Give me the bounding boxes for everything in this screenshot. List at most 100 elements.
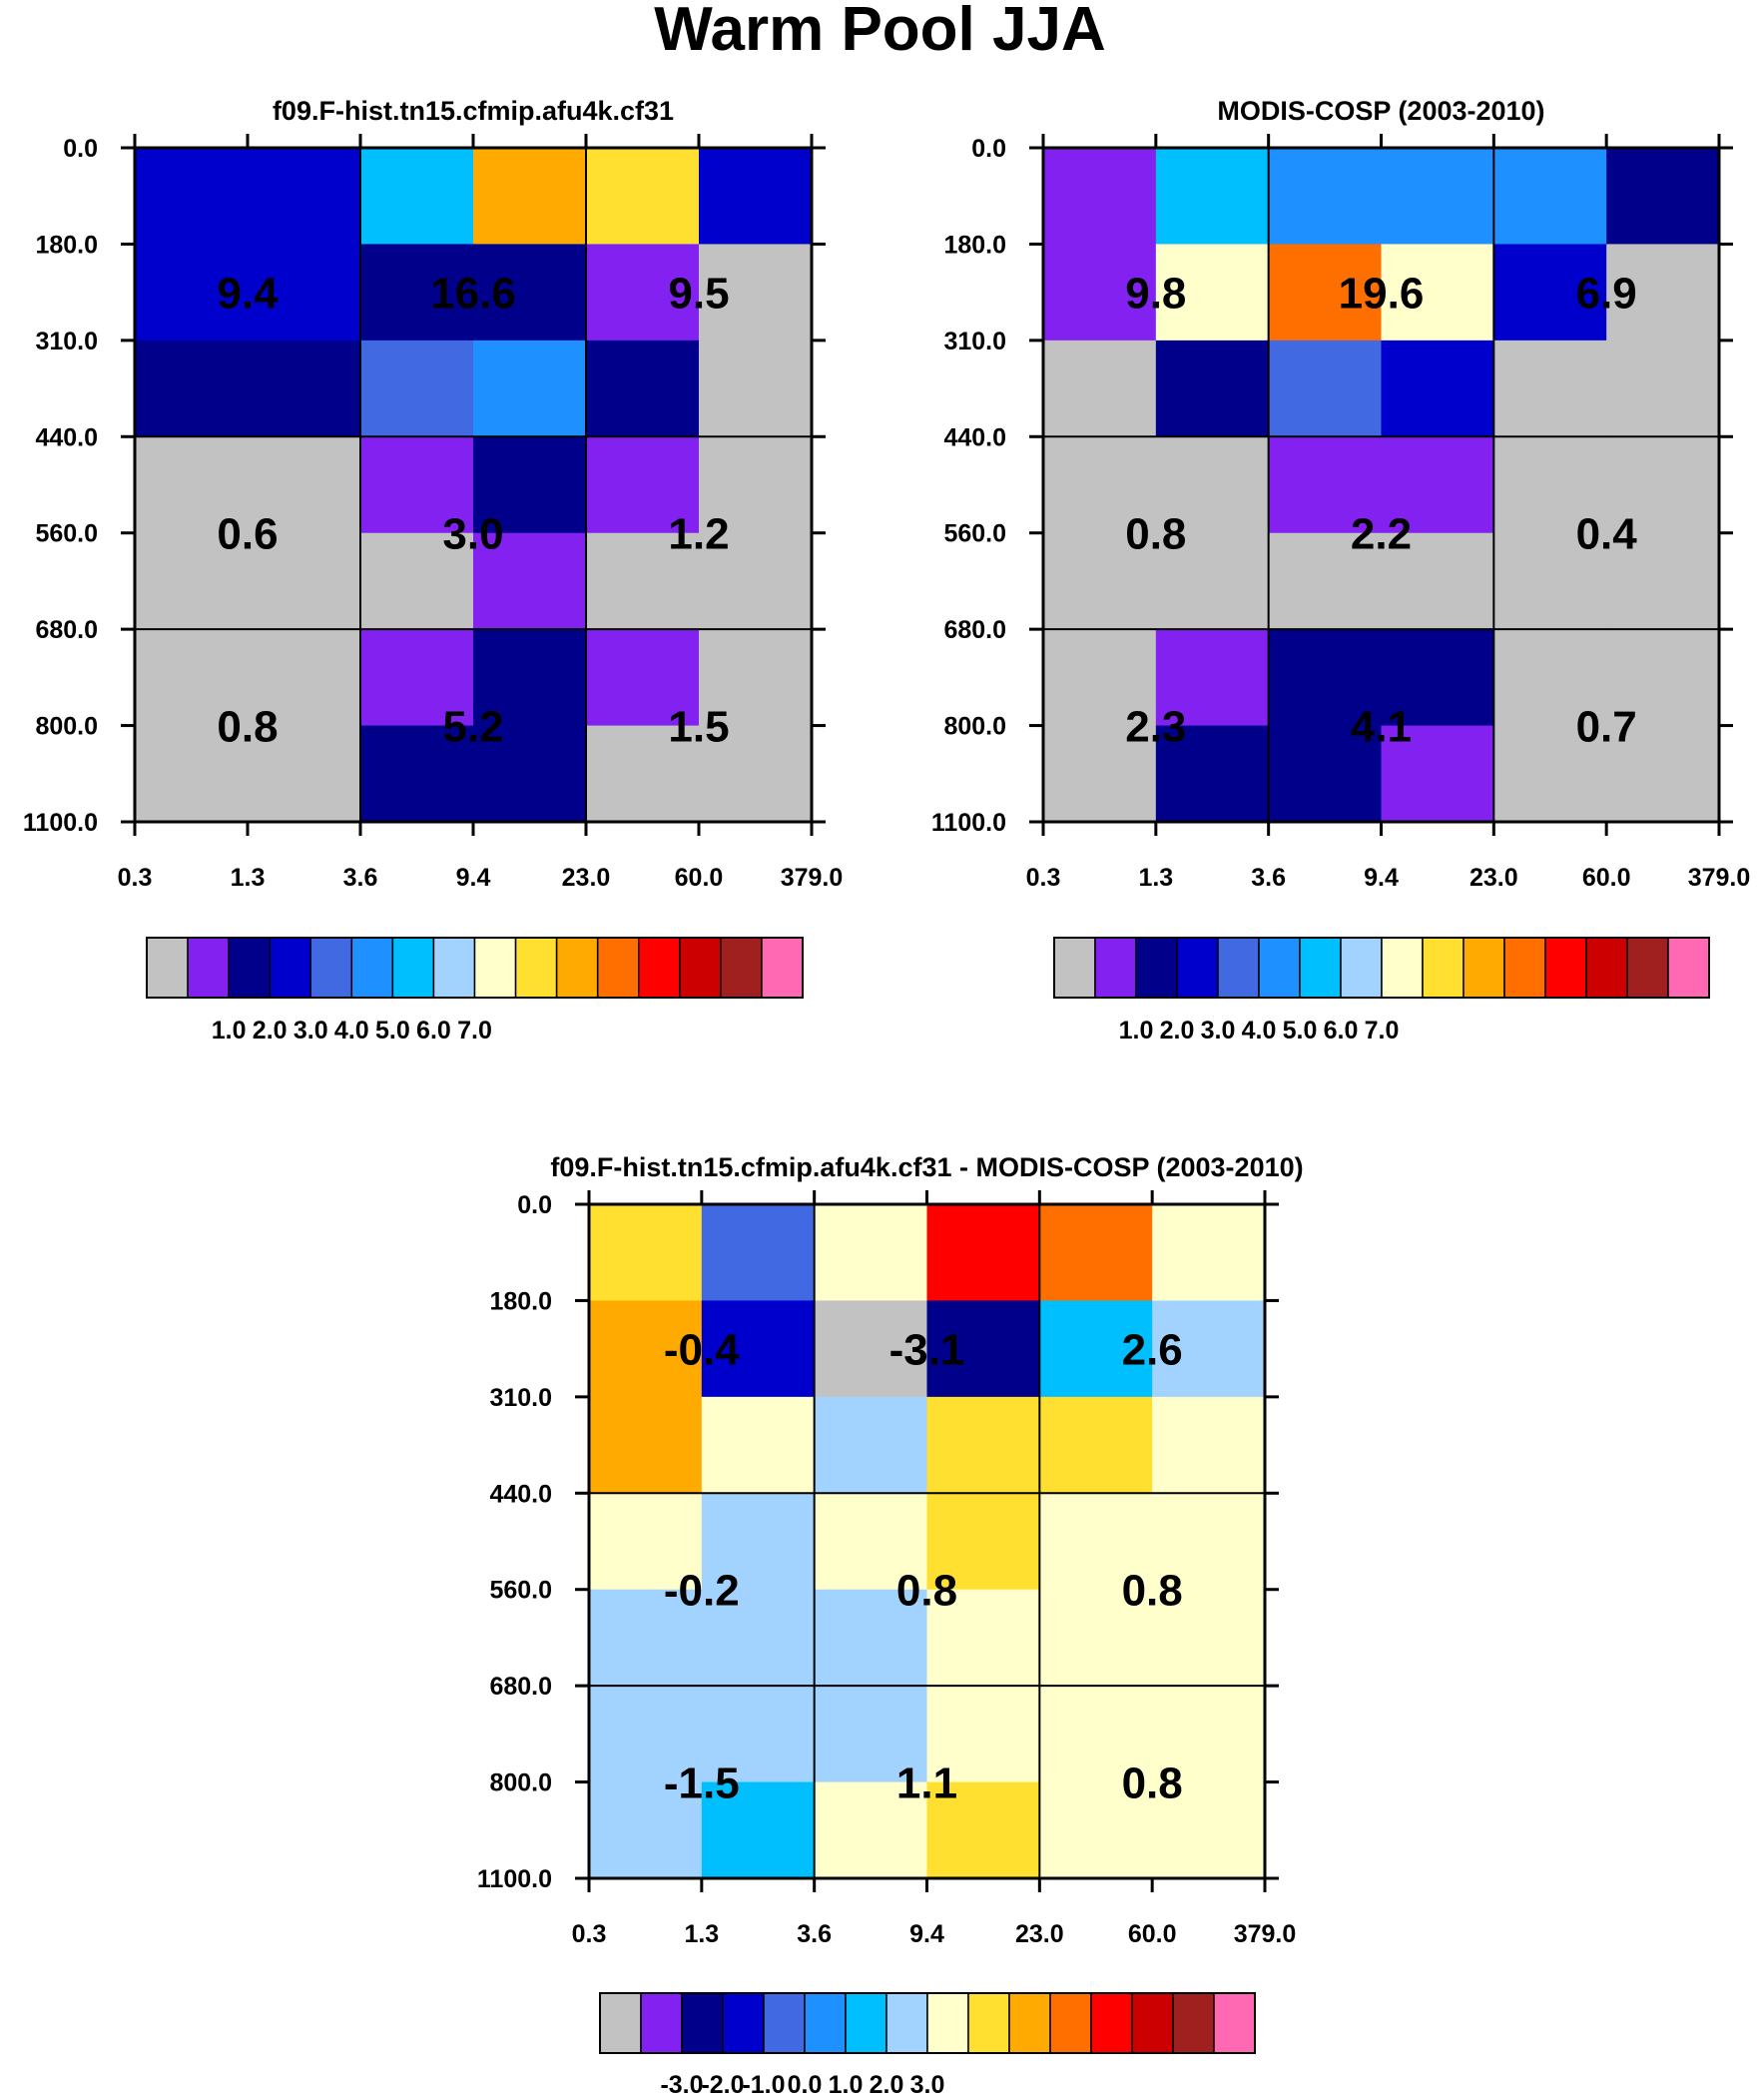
colorbar-swatch [1217, 937, 1260, 999]
x-tick-label: 1.3 [1138, 864, 1173, 892]
heatmap-cell [1606, 148, 1720, 246]
colorbar-swatch [432, 937, 476, 999]
colorbar-frame [599, 1992, 1256, 2054]
page-title: Warm Pool JJA [654, 0, 1106, 64]
box-value-label: 9.8 [1125, 270, 1186, 319]
heatmap-cell [1155, 629, 1270, 727]
colorbar-swatch [1422, 937, 1465, 999]
heatmap-cell [473, 532, 587, 630]
colorbar-swatch [1053, 937, 1096, 999]
heatmap-panel-1: f09.F-hist.tn15.cfmip.afu4k.cf31 0.0 180.0… [23, 96, 843, 1045]
heatmap-cell [1152, 1300, 1266, 1398]
heatmap-cell [1381, 436, 1494, 534]
box-value-label: 9.4 [217, 270, 279, 319]
colorbar-label: -2.0 [701, 2071, 744, 2099]
heatmap-cell [248, 532, 361, 630]
box-value-label: 9.5 [668, 270, 729, 319]
colorbar-swatch [1094, 937, 1137, 999]
colorbar-swatch [599, 1992, 642, 2054]
heatmap-cell [926, 1781, 1040, 1879]
heatmap-cell [1268, 629, 1383, 727]
y-tick-label: 180.0 [35, 231, 98, 259]
colorbar-swatch [514, 937, 558, 999]
heatmap-cell [135, 532, 249, 630]
heatmap-cell [1039, 1781, 1153, 1879]
colorbar-swatch [1049, 1992, 1092, 2054]
colorbar-label: 0.0 [788, 2071, 823, 2099]
box-value-label: 0.7 [1576, 703, 1637, 752]
heatmap-cell [586, 629, 700, 727]
colorbar-label: 4.0 [334, 1017, 369, 1045]
heatmap-cell [135, 725, 249, 823]
heatmap-cell [699, 629, 813, 727]
heatmap-cell [1493, 629, 1607, 727]
x-tick-label: 23.0 [1469, 864, 1518, 892]
box-value-label: 1.1 [896, 1759, 957, 1808]
x-tick-label: 3.6 [797, 1920, 832, 1948]
heatmap-cell [589, 1686, 703, 1783]
colorbar-label: -1.0 [742, 2071, 785, 2099]
heatmap-cell [1152, 1204, 1266, 1302]
heatmap-cell [360, 725, 474, 823]
colorbar: 1.0 2.0 3.0 4.0 5.0 6.0 7.0 [1053, 937, 1710, 1045]
y-tick-label: 0.0 [517, 1191, 552, 1219]
heatmap-cell [926, 1204, 1040, 1302]
colorbar-swatch [1463, 937, 1505, 999]
heatmap-cell [135, 340, 249, 437]
heatmap-cell [1152, 1686, 1266, 1783]
x-tick-label: 0.3 [572, 1920, 607, 1948]
box-value-label: -0.4 [664, 1326, 740, 1375]
heatmap-cell [473, 244, 587, 342]
box-value-label: -0.2 [664, 1567, 740, 1616]
heatmap-cell [814, 1589, 928, 1687]
colorbar-label: 2.0 [870, 2071, 904, 2099]
heatmap-cell [701, 1396, 816, 1494]
colorbar-swatch [1299, 937, 1342, 999]
heatmap-cell [1268, 340, 1383, 437]
heatmap-cell [699, 148, 813, 246]
box-value-label: 16.6 [430, 270, 516, 319]
colorbar-label: -3.0 [660, 2071, 703, 2099]
colorbar-swatch [804, 1992, 847, 2054]
heatmap-cell [1043, 629, 1157, 727]
box-value-label: 0.8 [217, 703, 278, 752]
y-tick-label: 310.0 [489, 1384, 552, 1412]
heatmap-cell [1155, 532, 1270, 630]
heatmap-cell [1493, 340, 1607, 437]
colorbar-swatch [309, 937, 353, 999]
y-tick-label: 1100.0 [931, 809, 1006, 837]
box-value-label: 5.2 [442, 703, 503, 752]
heatmap-cell [1155, 436, 1270, 534]
box-value-label: 0.4 [1576, 510, 1638, 559]
colorbar-label: 3.0 [910, 2071, 945, 2099]
colorbar-label: 1.0 [212, 1017, 247, 1045]
y-tick-label: 560.0 [489, 1577, 552, 1605]
heatmap-cell [1606, 340, 1720, 437]
heatmap-cell [701, 1686, 816, 1783]
heatmap-cell [701, 1493, 816, 1591]
colorbar-swatch [350, 937, 394, 999]
y-tick-label: 560.0 [35, 520, 98, 548]
colorbar-label: 2.0 [253, 1017, 288, 1045]
y-tick-label: 560.0 [943, 520, 1006, 548]
colorbar-swatch [1172, 1992, 1215, 2054]
box-value-label: 6.9 [1576, 270, 1637, 319]
colorbar-swatch [1503, 937, 1546, 999]
colorbar-swatch [1008, 1992, 1051, 2054]
heatmap-cell [589, 1204, 703, 1302]
y-tick-label: 0.0 [63, 135, 98, 163]
x-tick-label: 0.3 [1026, 864, 1061, 892]
x-tick-label: 379.0 [1234, 1920, 1297, 1948]
x-tick-label: 379.0 [1688, 864, 1751, 892]
heatmap-cell [1043, 436, 1157, 534]
heatmap-cell [1493, 148, 1607, 246]
y-tick-label: 680.0 [35, 616, 98, 644]
colorbar-swatch [146, 937, 189, 999]
colorbar-swatch [1626, 937, 1669, 999]
heatmap-cell [1268, 436, 1383, 534]
y-tick-label: 800.0 [35, 713, 98, 741]
x-tick-label: 3.6 [1251, 864, 1286, 892]
colorbar-swatch [679, 937, 722, 999]
colorbar-label: 5.0 [1283, 1017, 1318, 1045]
